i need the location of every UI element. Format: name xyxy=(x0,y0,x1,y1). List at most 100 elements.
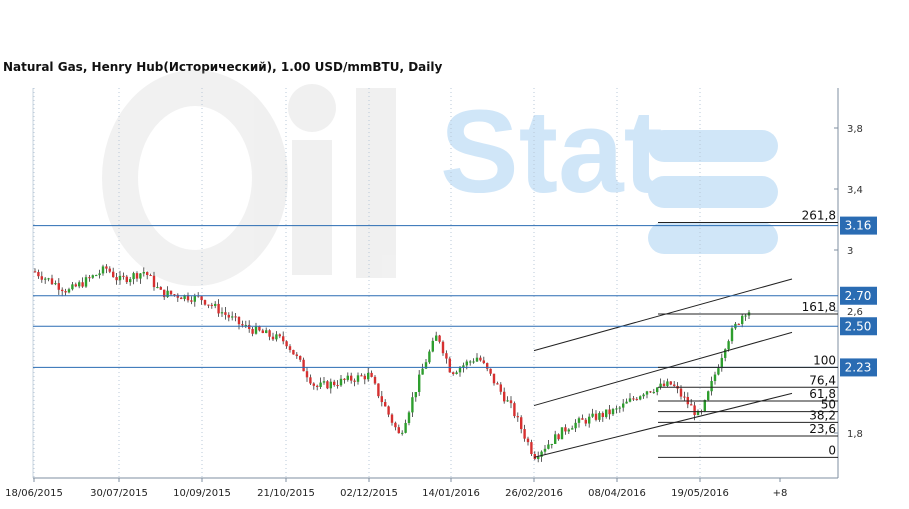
candle-up xyxy=(642,394,645,397)
candle-up xyxy=(741,315,744,325)
candle-up xyxy=(458,367,462,373)
y-tick-label: 2,6 xyxy=(847,307,863,318)
candle-down xyxy=(180,297,183,300)
candle-down xyxy=(50,278,54,285)
candle-up xyxy=(118,275,122,281)
candle-up xyxy=(47,278,50,280)
candle-up xyxy=(78,282,81,287)
fib-level-label: 50 xyxy=(821,398,836,412)
candle-up xyxy=(707,391,710,401)
candle-down xyxy=(370,372,373,377)
candle-down xyxy=(489,368,492,374)
candle-down xyxy=(336,385,339,387)
x-tick-label: 30/07/2015 xyxy=(90,488,148,499)
candle-up xyxy=(696,410,700,416)
candle-up xyxy=(550,443,553,445)
candle-down xyxy=(163,289,166,298)
candle-up xyxy=(91,275,94,278)
candle-up xyxy=(730,328,734,342)
candle-up xyxy=(367,372,370,380)
level-badge-label: 2.23 xyxy=(845,360,872,374)
candle-up xyxy=(421,368,424,375)
candle-up xyxy=(404,422,407,433)
level-badge xyxy=(840,358,877,377)
fib-level-label: 76,4 xyxy=(809,373,836,387)
candle-down xyxy=(581,418,584,420)
candle-up xyxy=(414,392,417,398)
candle-down xyxy=(40,276,43,280)
x-tick-label: 08/04/2016 xyxy=(588,488,646,499)
candle-up xyxy=(231,316,234,318)
candle-up xyxy=(275,334,278,340)
candle-down xyxy=(363,375,366,380)
fib-level-label: 23,6 xyxy=(809,422,836,436)
candle-up xyxy=(724,349,727,358)
x-tick-label: 21/10/2015 xyxy=(257,488,315,499)
candle-down xyxy=(673,384,676,386)
candle-up xyxy=(639,396,642,400)
candle-up xyxy=(98,273,101,276)
candle-down xyxy=(37,272,40,277)
candle-down xyxy=(387,406,390,415)
y-tick-label: 3,8 xyxy=(847,124,863,135)
candle-down xyxy=(649,391,652,393)
candle-down xyxy=(452,372,455,375)
candle-down xyxy=(516,416,519,418)
level-badge-label: 2.70 xyxy=(845,289,872,303)
candle-up xyxy=(577,418,581,423)
candle-up xyxy=(571,428,574,430)
candle-down xyxy=(390,414,394,423)
candle-down xyxy=(288,346,292,350)
candle-up xyxy=(710,380,713,392)
candle-up xyxy=(220,312,224,314)
level-badge xyxy=(840,286,877,305)
watermark-o xyxy=(102,70,288,286)
candle-down xyxy=(384,402,387,407)
candle-down xyxy=(176,294,179,298)
candle-down xyxy=(217,303,220,314)
fib-level-label: 161,8 xyxy=(802,300,836,314)
watermark-bar-3 xyxy=(648,222,778,254)
candle-down xyxy=(268,330,271,337)
candle-up xyxy=(54,283,57,285)
candle-down xyxy=(679,388,683,397)
candle-down xyxy=(693,405,696,416)
candle-down xyxy=(394,422,397,428)
candle-down xyxy=(438,335,441,342)
grid xyxy=(33,88,701,478)
candle-down xyxy=(533,454,536,459)
candle-up xyxy=(129,279,132,283)
candle-down xyxy=(353,380,356,382)
candle-down xyxy=(81,282,84,287)
candle-up xyxy=(193,295,196,302)
candle-up xyxy=(618,407,621,409)
x-tick-label: 19/05/2016 xyxy=(671,488,729,499)
fib-level-label: 0 xyxy=(828,443,836,457)
candle-up xyxy=(101,266,105,274)
candle-down xyxy=(683,396,686,398)
candle-down xyxy=(292,349,295,355)
candle-down xyxy=(200,296,203,301)
candle-up xyxy=(598,413,601,420)
candle-up xyxy=(455,372,458,375)
candle-down xyxy=(241,324,244,326)
candle-down xyxy=(186,295,190,301)
candle-down xyxy=(509,400,513,404)
candle-down xyxy=(105,266,108,269)
candle-down xyxy=(601,413,604,417)
x-tick-label: 10/09/2015 xyxy=(173,488,231,499)
candle-up xyxy=(625,401,628,404)
candle-down xyxy=(61,289,64,292)
candle-up xyxy=(356,375,360,382)
candle-up xyxy=(339,378,343,386)
level-badge xyxy=(840,216,877,235)
candle-up xyxy=(560,427,564,440)
candle-up xyxy=(465,361,468,366)
candle-up xyxy=(666,381,669,386)
candle-down xyxy=(316,385,319,387)
fib-level-label: 261,8 xyxy=(802,209,836,223)
y-tick-label: 1,8 xyxy=(847,429,863,440)
candle-down xyxy=(210,304,213,306)
x-tick-label: 18/06/2015 xyxy=(5,488,63,499)
